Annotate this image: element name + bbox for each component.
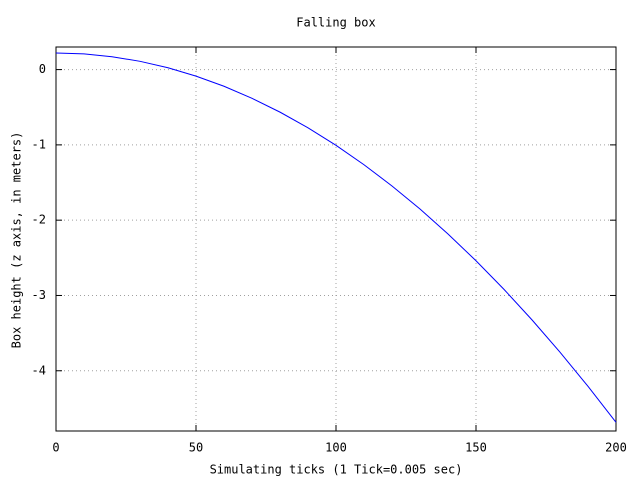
y-tick-label: -3 — [32, 288, 46, 302]
data-line — [55, 52, 617, 423]
y-tick-label: -4 — [32, 363, 46, 377]
y-tick-label: -2 — [32, 213, 46, 227]
x-tick-label: 0 — [52, 441, 59, 455]
x-tick-label: 150 — [465, 441, 487, 455]
x-tick-label: 100 — [325, 441, 347, 455]
x-axis-label: Simulating ticks (1 Tick=0.005 sec) — [210, 463, 463, 477]
chart-title: Falling box — [296, 16, 375, 30]
y-tick-label: -1 — [32, 137, 46, 151]
x-tick-label: 50 — [189, 441, 203, 455]
plot-frame — [55, 46, 617, 432]
y-axis-label: Box height (z axis, in meters) — [10, 132, 24, 349]
x-tick-label: 200 — [605, 441, 627, 455]
y-tick-label: 0 — [39, 62, 46, 76]
